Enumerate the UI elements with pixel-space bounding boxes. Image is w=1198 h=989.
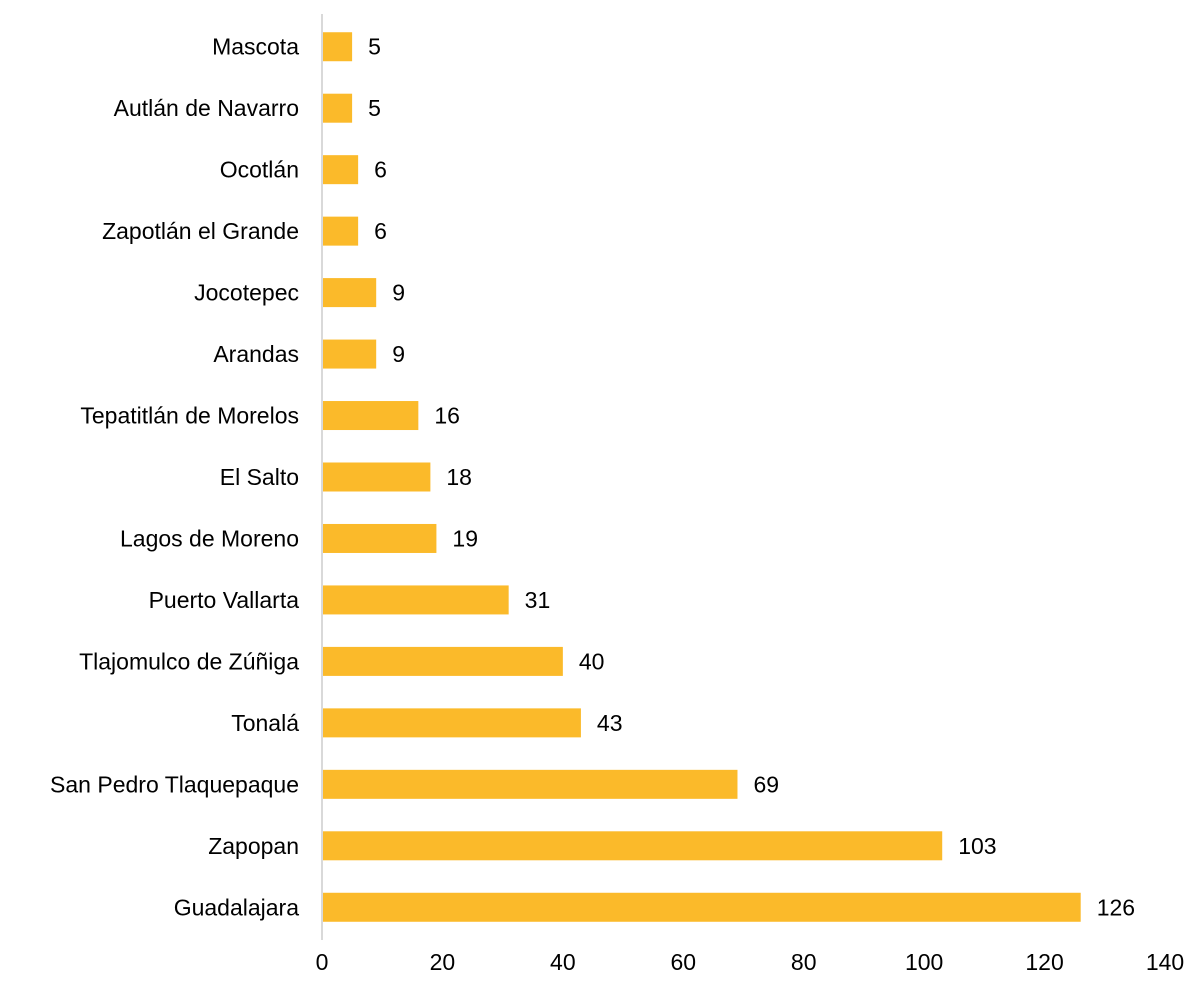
value-label: 31 <box>525 587 551 613</box>
bar-6 <box>322 339 377 369</box>
bar-8 <box>322 462 431 492</box>
bar-5 <box>322 278 377 308</box>
value-label: 69 <box>753 771 779 797</box>
value-label: 19 <box>452 525 478 551</box>
category-label: Ocotlán <box>220 157 299 183</box>
category-label: Guadalajara <box>174 894 300 920</box>
x-tick-label: 40 <box>550 949 576 975</box>
value-label: 9 <box>392 280 405 306</box>
bar-1 <box>322 32 353 62</box>
category-label: Tlajomulco de Zúñiga <box>79 648 299 674</box>
category-label: Tonalá <box>231 710 299 736</box>
x-tick-label: 120 <box>1025 949 1063 975</box>
bar-9 <box>322 523 437 553</box>
category-label: Zapotlán el Grande <box>102 218 299 244</box>
bar-12 <box>322 708 581 738</box>
bar-10 <box>322 585 509 615</box>
category-label: Jocotepec <box>194 280 299 306</box>
value-label: 6 <box>374 218 387 244</box>
bar-7 <box>322 401 419 431</box>
bar-3 <box>322 155 359 185</box>
category-label: Autlán de Navarro <box>114 95 299 121</box>
value-label: 6 <box>374 157 387 183</box>
value-label: 5 <box>368 95 381 121</box>
bars-layer <box>322 32 1081 922</box>
x-tick-label: 80 <box>791 949 817 975</box>
value-label: 103 <box>958 833 996 859</box>
bar-14 <box>322 831 943 861</box>
bar-11 <box>322 646 563 676</box>
category-label: Arandas <box>213 341 299 367</box>
category-label: Mascota <box>212 34 299 60</box>
value-label: 40 <box>579 648 605 674</box>
x-tick-label: 20 <box>430 949 456 975</box>
x-tick-label: 0 <box>316 949 329 975</box>
x-tick-label: 100 <box>905 949 943 975</box>
value-label: 126 <box>1097 894 1135 920</box>
value-label: 5 <box>368 34 381 60</box>
x-tick-label: 140 <box>1146 949 1184 975</box>
x-tick-label: 60 <box>670 949 696 975</box>
category-label: San Pedro Tlaquepaque <box>50 771 299 797</box>
category-label: Lagos de Moreno <box>120 525 299 551</box>
value-label: 43 <box>597 710 623 736</box>
bar-4 <box>322 216 359 246</box>
category-label: Puerto Vallarta <box>149 587 300 613</box>
value-label: 16 <box>434 403 460 429</box>
bar-2 <box>322 93 353 123</box>
category-labels: Mascota Autlán de Navarro Ocotlán Zapotlán … <box>50 34 299 921</box>
bar-13 <box>322 769 738 799</box>
bar-15 <box>322 892 1081 922</box>
category-label: El Salto <box>220 464 299 490</box>
value-label: 9 <box>392 341 405 367</box>
value-label: 18 <box>446 464 472 490</box>
category-label: Tepatitlán de Morelos <box>80 403 299 429</box>
x-axis-ticks: 0 20 40 60 80 100 120 140 <box>316 949 1185 975</box>
category-label: Zapopan <box>208 833 299 859</box>
